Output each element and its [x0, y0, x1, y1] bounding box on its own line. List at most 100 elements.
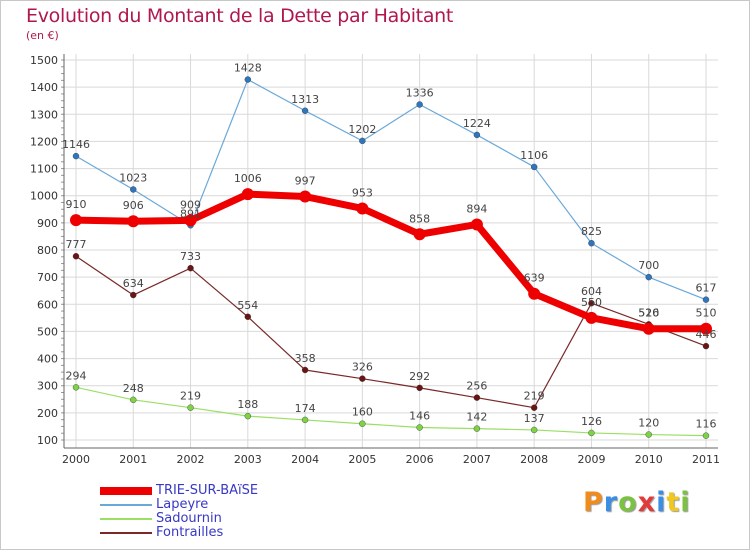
data-label: 1313	[291, 93, 319, 106]
data-label: 326	[352, 361, 373, 374]
data-label: 294	[66, 369, 87, 382]
data-label: 142	[466, 411, 487, 424]
x-tick-label: 2001	[119, 453, 147, 466]
x-tick-label: 2007	[463, 453, 491, 466]
data-point-0	[413, 228, 426, 241]
data-label: 639	[524, 272, 545, 285]
data-point-0	[299, 190, 312, 203]
data-label: 894	[466, 202, 487, 215]
series-line-0	[72, 190, 710, 333]
data-point-0	[241, 188, 254, 201]
data-label: 953	[352, 186, 373, 199]
data-point-3	[359, 375, 366, 382]
data-label: 292	[409, 370, 430, 383]
x-tick-label: 2000	[62, 453, 90, 466]
data-label: 137	[524, 412, 545, 425]
data-label: 160	[352, 406, 373, 419]
data-point-2	[244, 412, 252, 420]
data-label: 510	[638, 307, 659, 320]
data-label: 219	[524, 390, 545, 403]
data-point-0	[470, 218, 483, 231]
y-tick-label: 400	[37, 353, 58, 366]
y-tick-label: 700	[37, 271, 58, 284]
data-label: 188	[237, 398, 258, 411]
series-line-2	[75, 386, 707, 437]
data-label: 906	[123, 199, 144, 212]
data-point-0	[585, 311, 598, 324]
x-tick-label: 2004	[291, 453, 319, 466]
data-point-1	[702, 296, 710, 303]
data-point-2	[359, 420, 366, 427]
data-label: 1006	[234, 172, 262, 185]
data-point-3	[588, 300, 595, 307]
data-point-3	[187, 264, 194, 272]
data-point-1	[130, 186, 137, 193]
data-point-0	[70, 214, 82, 227]
data-point-0	[528, 287, 541, 300]
data-point-0	[700, 322, 712, 335]
y-tick-label: 1000	[30, 190, 58, 203]
data-label: 1146	[62, 138, 90, 151]
data-label: 446	[696, 328, 717, 341]
x-tick-label: 2003	[234, 453, 262, 466]
data-label: 554	[237, 299, 258, 312]
data-label: 526	[638, 306, 659, 319]
data-point-1	[645, 273, 652, 281]
y-tick-label: 1200	[30, 135, 58, 148]
data-label: 116	[696, 418, 717, 431]
data-point-2	[473, 425, 481, 432]
y-tick-label: 200	[37, 407, 58, 420]
x-tick-label: 2006	[406, 453, 434, 466]
data-point-1	[359, 137, 366, 145]
legend-swatch-trie	[100, 487, 152, 495]
legend-swatch-sadournin	[100, 518, 152, 520]
y-tick-label: 800	[37, 244, 58, 257]
chart-subtitle: (en €)	[26, 29, 59, 42]
data-point-2	[130, 396, 137, 404]
data-label: 256	[466, 380, 487, 393]
data-point-0	[127, 215, 140, 228]
data-label: 909	[180, 198, 201, 211]
data-point-1	[473, 131, 481, 139]
data-point-2	[301, 416, 309, 424]
data-label: 858	[409, 212, 430, 225]
data-point-2	[588, 429, 595, 437]
y-tick-label: 900	[37, 217, 58, 230]
y-tick-label: 300	[37, 380, 58, 393]
y-tick-label: 1400	[30, 81, 58, 94]
x-tick-label: 2005	[348, 453, 376, 466]
y-tick-label: 500	[37, 325, 58, 338]
data-point-2	[530, 426, 538, 434]
y-tick-label: 600	[37, 298, 58, 311]
data-point-1	[530, 163, 538, 171]
data-label: 219	[180, 390, 201, 403]
data-label: 997	[295, 175, 316, 188]
y-tick-label: 1500	[30, 54, 58, 67]
data-point-3	[530, 404, 538, 411]
proxiti-logo: Proxiti	[583, 487, 691, 518]
data-point-3	[130, 291, 137, 299]
data-point-1	[72, 152, 80, 160]
data-point-2	[416, 424, 423, 431]
x-tick-label: 2011	[692, 453, 720, 466]
data-point-3	[72, 253, 80, 260]
data-label: 891	[180, 207, 201, 220]
data-label: 510	[696, 307, 717, 320]
data-label: 910	[66, 198, 87, 211]
data-label: 248	[123, 382, 144, 395]
data-label: 174	[295, 402, 316, 415]
data-point-2	[72, 384, 80, 391]
data-label: 700	[638, 259, 659, 272]
data-label: 825	[581, 225, 602, 238]
y-tick-label: 100	[37, 434, 58, 447]
legend-swatch-lapeyre	[100, 504, 152, 506]
data-point-3	[416, 384, 423, 392]
x-tick-label: 2002	[177, 453, 205, 466]
series-line-1	[75, 78, 707, 301]
data-point-0	[356, 202, 369, 215]
y-tick-label: 1100	[30, 163, 58, 176]
data-label: 550	[581, 296, 602, 309]
legend-label-trie: TRIE-SUR-BAïSE	[156, 483, 259, 498]
data-point-1	[301, 107, 309, 114]
x-tick-label: 2009	[577, 453, 605, 466]
